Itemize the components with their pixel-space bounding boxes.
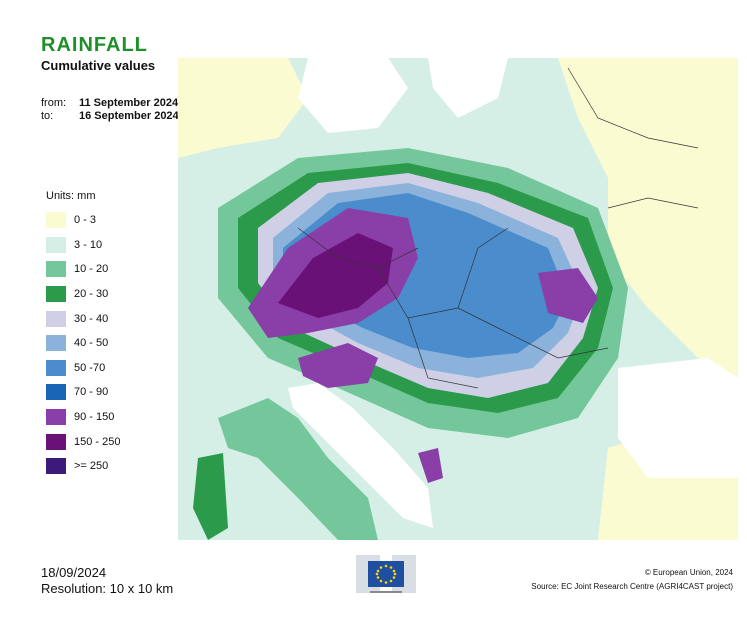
sea-north [298,58,408,133]
legend-item: 20 - 30 [46,282,120,307]
legend-item: 3 - 10 [46,233,120,258]
border-line [567,67,699,149]
to-date: 16 September 2024 [79,110,179,122]
legend-swatch [46,236,66,253]
legend-item: 50 -70 [46,356,120,381]
legend-item: 90 - 150 [46,405,120,430]
date-range: from: 11 September 2024 to: 16 September 2… [41,97,179,123]
legend: 0 - 3 3 - 10 10 - 20 20 - 30 30 - 40 40 … [46,208,120,479]
dry-zone-northeast [558,58,738,388]
legend-label: 40 - 50 [74,337,109,350]
border-line [607,197,699,209]
sea-baltic [428,58,508,118]
border-line [297,227,419,269]
legend-swatch [46,335,66,352]
legend-label: 0 - 3 [74,214,97,227]
copyright: © European Union, 2024 [644,568,733,577]
logo-text-line [370,591,402,593]
legend-label: 70 - 90 [74,386,109,399]
rain-zone-90-150-balkan [418,448,443,483]
eu-stars [375,564,397,584]
legend-swatch [46,433,66,450]
legend-label: >= 250 [74,460,109,473]
source-credit: Source: EC Joint Research Centre (AGRI4C… [531,582,733,591]
rain-zone-90-150-south [298,343,378,388]
legend-swatch [46,409,66,426]
border-line [457,227,509,309]
legend-swatch [46,359,66,376]
rain-zone-150-250 [278,233,393,318]
from-label: from: [41,97,67,109]
legend-label: 3 - 10 [74,238,103,251]
legend-item: >= 250 [46,454,120,479]
legend-swatch [46,261,66,278]
issue-date: 18/09/2024 [41,565,107,580]
land-sardinia [193,453,228,540]
border-line [407,317,479,389]
from-date: 11 September 2024 [79,97,179,109]
country-borders [297,67,699,389]
sea-black [618,358,738,478]
legend-swatch [46,310,66,327]
dry-zone-northwest [178,58,308,158]
border-line [377,267,499,329]
legend-swatch [46,212,66,229]
border-line [497,327,609,359]
legend-label: 30 - 40 [74,312,109,325]
legend-swatch [46,286,66,303]
legend-item: 0 - 3 [46,208,120,233]
legend-label: 10 - 20 [74,263,109,276]
map-title: RAINFALL [41,34,148,56]
legend-swatch [46,384,66,401]
legend-label: 150 - 250 [74,435,121,448]
map-subtitle: Cumulative values [41,58,156,73]
legend-units: Units: mm [46,190,96,202]
legend-item: 40 - 50 [46,331,120,356]
to-label: to: [41,110,54,122]
resolution: Resolution: 10 x 10 km [41,581,174,596]
rain-zone-90-150-east [538,268,598,323]
legend-item: 150 - 250 [46,429,120,454]
land-italy [218,398,378,540]
legend-item: 10 - 20 [46,257,120,282]
legend-item: 30 - 40 [46,306,120,331]
sea-adriatic [288,383,433,528]
legend-swatch [46,458,66,475]
legend-label: 90 - 150 [74,411,115,424]
eu-flag-icon [356,555,416,593]
rainfall-map [178,58,738,540]
legend-label: 50 -70 [74,361,106,374]
legend-label: 20 - 30 [74,288,109,301]
legend-item: 70 - 90 [46,380,120,405]
